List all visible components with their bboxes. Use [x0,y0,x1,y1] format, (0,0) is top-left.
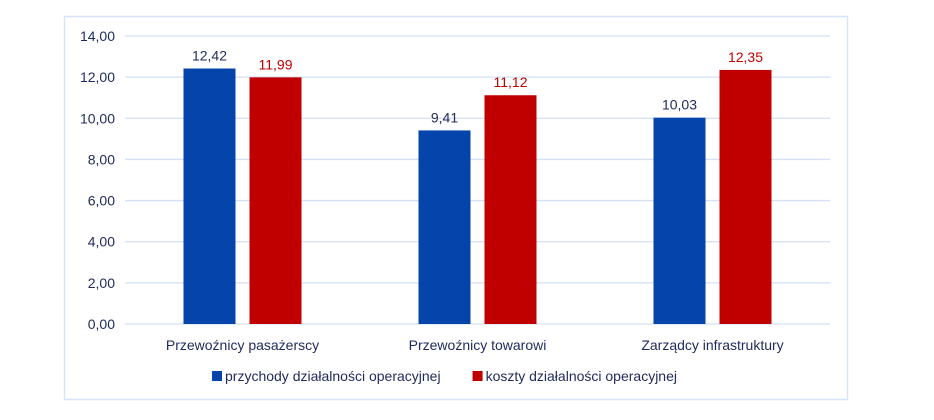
y-tick-label: 0,00 [88,316,115,332]
legend-item: przychody działalności operacyjnej [212,368,441,384]
bar [719,69,772,324]
y-tick-label: 6,00 [88,193,115,209]
legend-swatch [212,371,222,381]
data-label: 11,12 [494,74,528,90]
data-label: 9,41 [431,109,458,125]
bar [249,77,302,324]
bar [484,95,537,324]
bar [653,117,706,324]
x-tick-label: Zarządcy infrastruktury [641,337,783,353]
bar [183,68,236,324]
data-label: 12,42 [192,48,227,64]
legend-swatch [472,371,483,381]
y-tick-label: 14,00 [80,28,115,44]
legend-label: przychody działalności operacyjnej [225,368,441,384]
data-label: 12,35 [728,49,763,65]
x-tick-label: Przewoźnicy pasażerscy [166,337,319,353]
y-tick-label: 4,00 [88,234,115,250]
y-tick-label: 2,00 [88,275,115,291]
x-tick-label: Przewoźnicy towarowi [409,337,547,353]
legend-item: koszty działalności operacyjnej [472,368,677,384]
legend-label: koszty działalności operacyjnej [486,368,677,384]
data-label: 10,03 [662,97,697,113]
y-tick-label: 10,00 [80,110,115,126]
y-tick-label: 8,00 [88,151,115,167]
data-label: 11,99 [259,56,293,72]
bar [418,130,471,324]
y-tick-label: 12,00 [80,69,115,85]
